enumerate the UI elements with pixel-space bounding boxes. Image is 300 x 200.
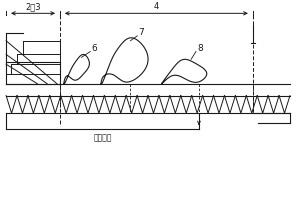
Text: 6: 6	[91, 44, 97, 53]
Text: 8: 8	[197, 44, 203, 53]
Text: 2、3: 2、3	[25, 2, 41, 11]
Text: 燃烧庢气: 燃烧庢气	[93, 134, 112, 143]
Text: 7: 7	[138, 28, 144, 37]
Text: 4: 4	[154, 2, 159, 11]
